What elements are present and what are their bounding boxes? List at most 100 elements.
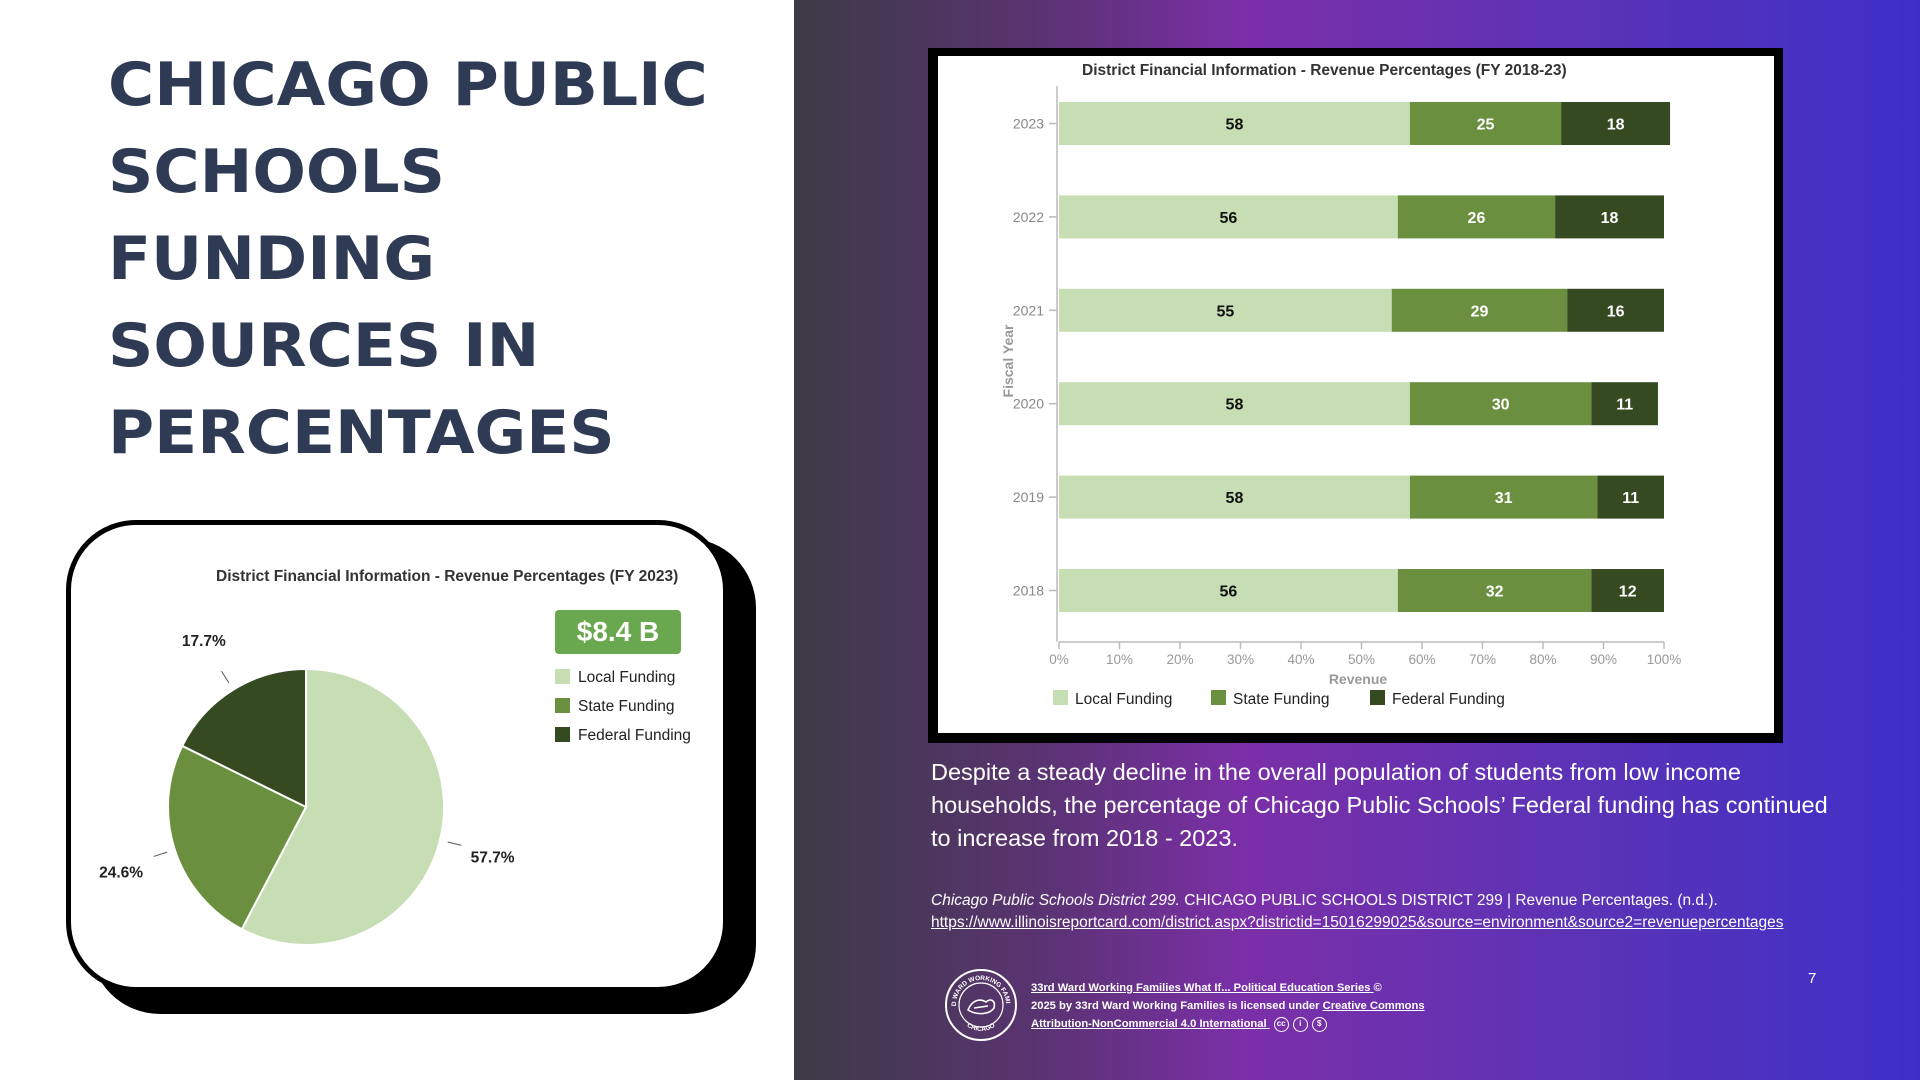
bar-x-tick-label: 50% — [1348, 652, 1375, 667]
license-text: 33rd Ward Working Families What If... Po… — [1031, 979, 1431, 1033]
pie-legend-label: Federal Funding — [578, 727, 691, 744]
pie-legend-swatch — [555, 698, 570, 713]
bar-segment-federal-funding — [1567, 288, 1664, 332]
bar-value-label: 26 — [1468, 210, 1486, 227]
logo-text-bottom: CHICAGO — [966, 1022, 997, 1033]
bar-segment-state-funding — [1409, 382, 1592, 426]
cc-icon: cc — [1273, 1016, 1289, 1032]
ward-logo-icon: 33RD WARD WORKING FAMILIES CHICAGO — [944, 968, 1017, 1041]
bar-value-label: 16 — [1607, 303, 1625, 320]
bar-value-label: 58 — [1226, 490, 1244, 507]
bar-segment-local-funding — [1059, 288, 1392, 332]
bar-segment-local-funding — [1059, 569, 1398, 612]
bar-x-tick-label: 20% — [1166, 652, 1193, 667]
bar-y-axis-label: Fiscal Year — [1000, 324, 1016, 397]
bar-value-label: 55 — [1216, 303, 1234, 320]
license-copyright: © — [1373, 982, 1382, 994]
bar-y-tick-label: 2019 — [1013, 489, 1044, 505]
bar-value-label: 18 — [1607, 117, 1625, 134]
bar-x-tick-label: 30% — [1227, 652, 1254, 667]
cc-nc-icon: $ — [1311, 1016, 1327, 1032]
bar-segment-local-funding — [1059, 195, 1398, 239]
bar-segment-state-funding — [1391, 288, 1568, 332]
bar-legend-swatch — [1053, 690, 1068, 705]
bar-segment-local-funding — [1059, 475, 1410, 519]
bar-x-tick-label: 70% — [1469, 652, 1496, 667]
pie-badge — [555, 610, 681, 654]
bar-y-tick-label: 2023 — [1013, 116, 1044, 132]
bar-segment-local-funding — [1059, 102, 1410, 145]
bar-x-axis-label: Revenue — [1329, 671, 1388, 687]
bar-x-tick-label: 40% — [1287, 652, 1314, 667]
bar-x-tick-label: 10% — [1106, 652, 1133, 667]
svg-text:CHICAGO: CHICAGO — [966, 1022, 997, 1033]
bar-segment-state-funding — [1397, 569, 1592, 612]
bar-value-label: 11 — [1616, 397, 1633, 414]
pie-legend-swatch — [555, 727, 570, 742]
bar-legend-label: Local Funding — [1075, 691, 1172, 708]
bar-legend-label: State Funding — [1233, 691, 1330, 708]
bar-value-label: 30 — [1492, 397, 1510, 414]
bar-x-tick-label: 100% — [1647, 652, 1682, 667]
bar-segment-state-funding — [1409, 102, 1562, 145]
bar-value-label: 58 — [1226, 117, 1244, 134]
pie-slice-federal-funding — [180, 667, 307, 809]
bar-x-tick-label: 60% — [1408, 652, 1435, 667]
license-cc-link[interactable]: Creative Commons Attribution-NonCommerci… — [1031, 1000, 1425, 1030]
bar-value-label: 25 — [1477, 117, 1495, 134]
page-number: 7 — [1808, 970, 1817, 987]
citation-text: CHICAGO PUBLIC SCHOOLS DISTRICT 299 | Re… — [1179, 892, 1718, 909]
bar-chart-title: District Financial Information - Revenue… — [1082, 62, 1567, 79]
cc-by-icon: i — [1292, 1016, 1308, 1032]
bar-value-label: 56 — [1220, 210, 1238, 227]
bar-legend-label: Federal Funding — [1392, 691, 1505, 708]
license-owner: 2025 by 33rd Ward Working Families is li… — [1031, 1000, 1323, 1012]
license-series-link[interactable]: 33rd Ward Working Families What If... Po… — [1031, 982, 1374, 994]
pie-value-label: 24.6% — [99, 864, 143, 881]
pie-label-leader — [153, 851, 168, 857]
citation: Chicago Public Schools District 299. CHI… — [931, 890, 1881, 934]
bar-y-tick-label: 2018 — [1013, 583, 1044, 599]
pie-legend-label: State Funding — [578, 698, 675, 715]
bar-segment-federal-funding — [1555, 195, 1664, 239]
bar-value-label: 31 — [1495, 490, 1513, 507]
bar-y-tick-label: 2021 — [1013, 302, 1044, 318]
pie-badge-text: $8.4 B — [577, 616, 660, 647]
description-text: Despite a steady decline in the overall … — [931, 759, 1828, 851]
pie-value-label: 57.7% — [471, 850, 515, 867]
slide-title: CHICAGO PUBLIC SCHOOLS FUNDING SOURCES I… — [108, 50, 708, 468]
bar-segment-federal-funding — [1591, 569, 1664, 612]
bar-value-label: 12 — [1619, 584, 1637, 601]
pie-value-label: 17.7% — [182, 633, 226, 650]
bar-y-tick-label: 2020 — [1013, 396, 1044, 412]
pie-chart: District Financial Information - Revenue… — [99, 568, 691, 946]
pie-slice-local-funding — [240, 667, 445, 946]
bar-x-tick-label: 0% — [1049, 652, 1069, 667]
bar-segment-state-funding — [1409, 475, 1598, 519]
pie-chart-card — [66, 520, 728, 992]
bar-chart: District Financial Information - Revenue… — [1000, 62, 1682, 708]
pie-slice-state-funding — [167, 744, 308, 931]
pie-legend-swatch — [555, 669, 570, 684]
bar-legend-swatch — [1211, 690, 1226, 705]
bar-y-tick-label: 2022 — [1013, 209, 1044, 225]
citation-link[interactable]: https://www.illinoisreportcard.com/distr… — [931, 914, 1784, 931]
bar-value-label: 32 — [1486, 584, 1504, 601]
pie-label-leader — [221, 670, 230, 684]
bar-value-label: 29 — [1471, 303, 1489, 320]
bar-legend-swatch — [1370, 690, 1385, 705]
bar-segment-local-funding — [1059, 382, 1410, 426]
bar-segment-federal-funding — [1591, 382, 1658, 426]
citation-source: Chicago Public Schools District 299. — [931, 892, 1180, 909]
bar-value-label: 56 — [1220, 584, 1238, 601]
bar-value-label: 11 — [1622, 490, 1639, 507]
bar-segment-state-funding — [1397, 195, 1556, 239]
cc-icons: cc i $ — [1273, 1016, 1327, 1032]
pie-legend-label: Local Funding — [578, 669, 675, 686]
bar-value-label: 58 — [1226, 397, 1244, 414]
bar-x-tick-label: 90% — [1590, 652, 1617, 667]
bar-segment-federal-funding — [1597, 475, 1664, 519]
pie-label-leader — [447, 841, 462, 846]
bar-segment-federal-funding — [1561, 102, 1671, 145]
bar-value-label: 18 — [1601, 210, 1619, 227]
